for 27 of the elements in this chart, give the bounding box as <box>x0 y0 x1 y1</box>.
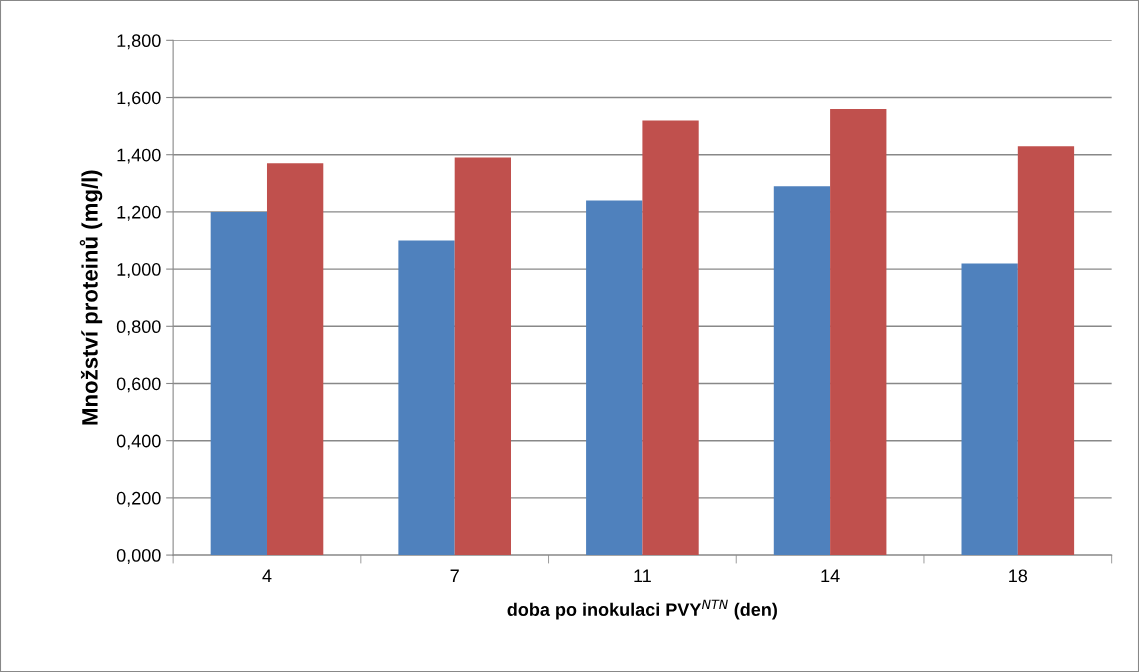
y-tick-label: 0,200 <box>116 491 161 507</box>
y-tick-label: 1,600 <box>117 91 161 107</box>
x-tick-label: 18 <box>1009 569 1028 583</box>
bar <box>586 200 643 556</box>
x-tick-label: 7 <box>450 569 459 583</box>
y-tick-label: 1,400 <box>117 148 161 164</box>
y-tick-label: 0,800 <box>116 320 161 336</box>
x-tick-label: 11 <box>634 569 651 583</box>
y-tick-label: 0,600 <box>116 377 161 393</box>
bar <box>961 263 1018 556</box>
y-tick-label: 1,000 <box>117 263 161 278</box>
bar <box>210 211 267 556</box>
x-tick-label: 4 <box>262 569 272 583</box>
bar <box>454 157 511 556</box>
bar <box>830 108 887 556</box>
bar <box>642 120 699 556</box>
y-tick-label: 0,000 <box>116 549 161 564</box>
x-tick-label: 14 <box>821 569 840 583</box>
bar <box>398 240 455 556</box>
bar <box>773 186 831 556</box>
y-tick-label: 0,400 <box>116 434 161 450</box>
y-axis-title: Množství proteinů (mg/l) <box>79 170 103 425</box>
x-axis-title: doba po inokulaci PVY$^{NTN}$ (den) <box>507 599 777 620</box>
bar <box>1017 146 1075 556</box>
y-tick-label: 1,800 <box>117 34 161 50</box>
bar <box>266 163 324 556</box>
y-tick-label: 1,200 <box>117 205 161 221</box>
